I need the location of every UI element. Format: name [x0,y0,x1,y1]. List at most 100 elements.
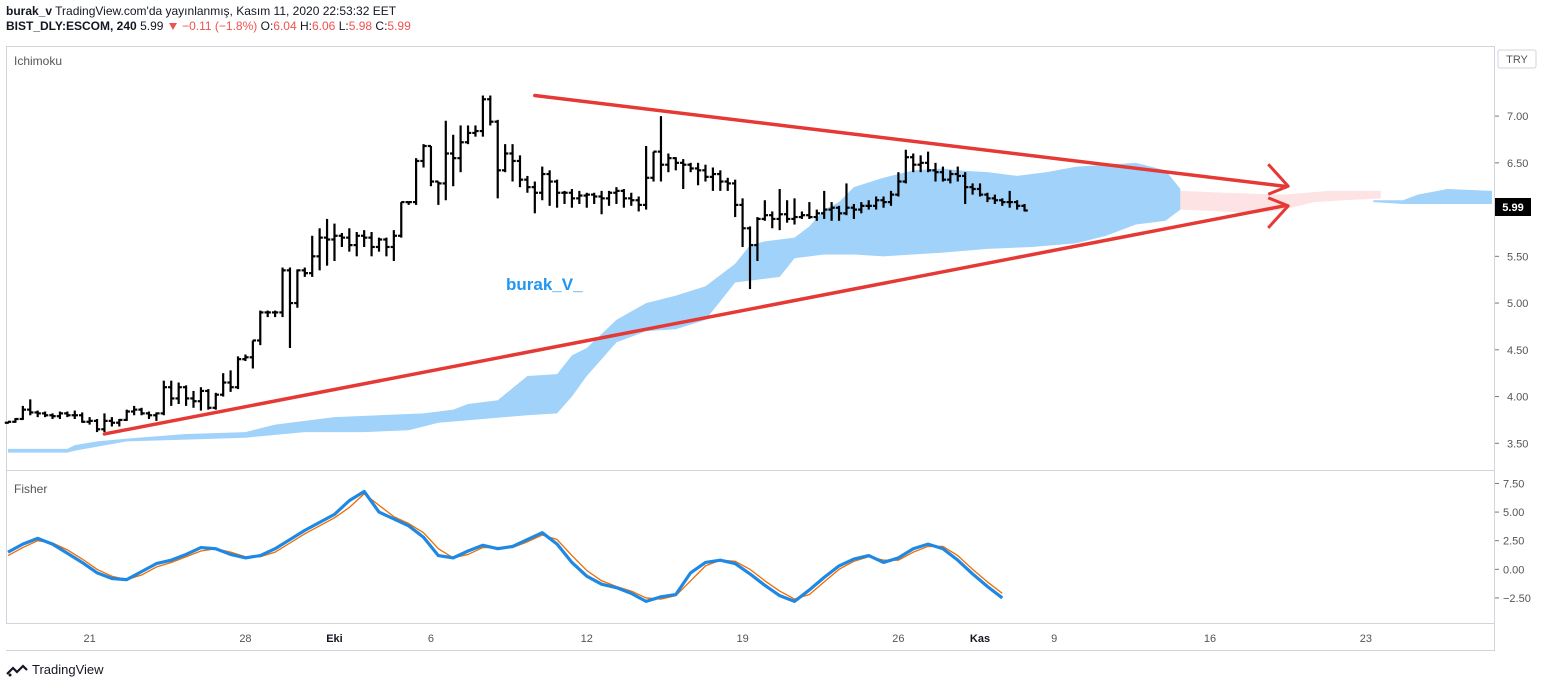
ohlc-bar [947,170,954,184]
fisher-label: Fisher [14,482,47,496]
chart-header: burak_v TradingView.com'da yayınlanmış, … [6,4,1406,34]
time-tick-label: 16 [1204,633,1216,645]
price-tick-label: 4.50 [1507,345,1528,357]
ohlc-bar [635,196,642,212]
ohlc-bar [672,157,679,171]
ohlc-bar [872,196,880,210]
tradingview-logo-icon [6,663,28,676]
ohlc-bar [731,179,739,218]
ohlc-bar [702,164,709,182]
ohlc-bar [49,413,56,419]
ohlc-bar [665,153,672,173]
ohlc-bar [41,411,49,418]
currency-badge [1497,49,1537,69]
arrow-head-lower [1267,196,1290,229]
time-tick-label: 12 [581,633,593,645]
ohlc-bar [175,382,182,405]
ohlc-bar [383,237,390,257]
author-name[interactable]: burak_v [6,4,53,18]
ohlc-bar [509,144,516,182]
ohlc-bar [12,417,19,423]
ohlc-bar [976,183,984,197]
author-annotation[interactable]: burak_V_ [506,275,583,294]
price-tick-label: 5.50 [1507,251,1528,263]
publish-info: TradingView.com'da yayınlanmış, Kasım 11… [55,4,397,18]
arrow-head-upper [1267,163,1290,196]
ohlc-bar [427,144,435,187]
ohlc-bar [902,149,910,184]
ohlc-bar [546,170,553,206]
ohlc-bar [227,370,234,392]
ohlc-bar [694,162,702,186]
ohlc-bar [887,190,895,206]
price-tick-label: 3.50 [1507,438,1528,450]
ohlc-bar [835,205,843,221]
ohlc-bar [346,228,353,252]
fisher-tick-label: −2.50 [1503,593,1531,605]
last-price: 5.99 [140,19,164,33]
trendline [102,204,1286,436]
low-value: 5.98 [348,19,373,33]
price-axis[interactable]: 7.006.506.005.505.004.504.003.50 [1495,111,1528,450]
down-arrow-icon [168,23,177,31]
fisher-axis[interactable]: 7.50 5.00 2.50 0.00 −2.50 [1495,478,1531,605]
ohlc-bar [865,200,872,210]
price-tick-label: 6.50 [1507,158,1528,170]
time-tick-label: 9 [1051,633,1057,645]
last-price-tag-text: 5.99 [1502,202,1523,214]
ohlc-bar [271,310,279,318]
ohlc-bar [858,202,865,214]
ohlc-bar [724,177,731,191]
currency-label: TRY [1506,54,1528,66]
ohlc-bar [650,150,657,182]
ohlc-bar [576,190,583,204]
triangle-trendlines[interactable] [102,93,1290,436]
ohlc-bar [145,411,153,419]
ohlc-bar [264,310,271,318]
ohlc-bar [19,405,27,421]
ohlc-bar [153,412,160,421]
ohlc-bar [286,267,294,348]
ohlc-bar [553,179,561,208]
ohlc-bar [583,192,590,208]
ohlc-bar [776,189,783,231]
fisher-tick-label: 2.50 [1503,536,1524,548]
ohlc-bar [754,217,761,261]
ohlc-bar [108,417,116,427]
ohlc-bar [531,181,539,214]
time-tick-label: 21 [83,633,95,645]
ohlc-bar [197,387,205,411]
fisher-tick-label: 0.00 [1503,564,1524,576]
ohlc-bar [190,390,197,408]
ohlc-bar [924,151,932,173]
ohlc-bar [64,411,71,418]
ohlc-bar [390,230,398,261]
symbol-line: BIST_DLY:ESCOM, 240 5.99 −0.11 (−1.8%) O… [6,19,1406,34]
ohlc-bar [71,410,78,419]
time-axis[interactable]: 21 28 Eki 6 12 19 26 Kas 9 16 23 [83,633,1371,645]
time-tick-label: 28 [239,633,251,645]
last-price-tag [1495,198,1531,216]
ohlc-bar [331,223,338,261]
fisher-lines [7,489,1004,603]
time-tick-label: 6 [428,633,434,645]
ohlc-bar [464,125,472,145]
ohlc-bar [368,232,375,257]
ohlc-bar [791,198,798,225]
ohlc-bar [294,269,301,308]
ohlc-bar [843,183,850,216]
ohlc-bar [598,190,605,215]
ohlc-bar [168,380,175,406]
ohlc-bar [27,399,34,416]
ohlc-bar [435,180,442,205]
ohlc-bar [568,189,576,208]
ohlc-bar [806,202,813,219]
high-value: 6.06 [312,19,336,33]
symbol-name[interactable]: BIST_DLY:ESCOM, 240 [6,19,137,33]
footer-brand[interactable]: TradingView [6,662,104,677]
ohlc-bar [205,389,212,410]
ohlc-bar [405,201,412,205]
ohlc-bar [524,175,531,193]
ohlc-bar [494,119,501,199]
